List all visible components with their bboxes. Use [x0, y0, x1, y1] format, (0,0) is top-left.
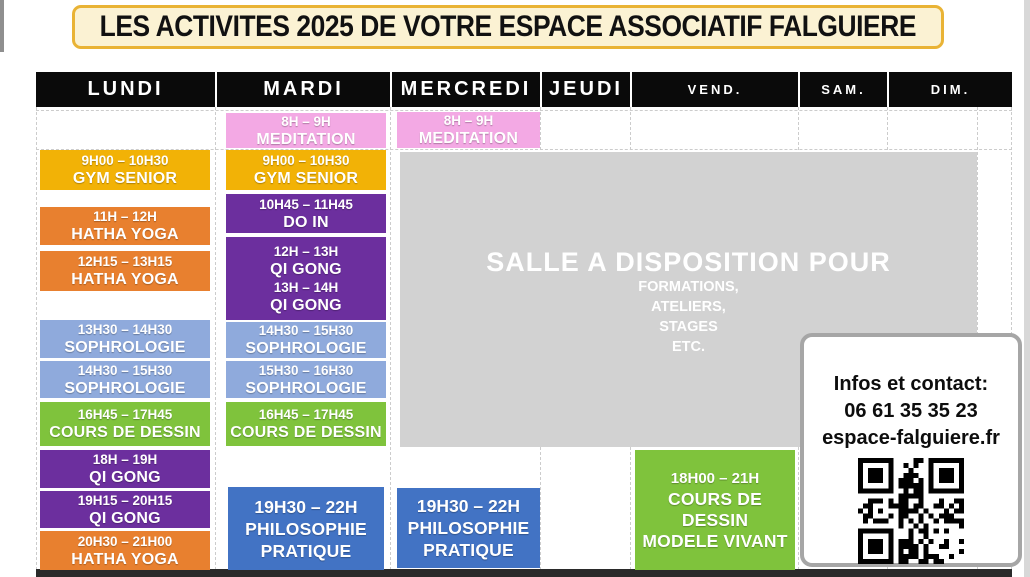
- day-header-mardi: MARDI: [217, 72, 390, 107]
- day-header-samedi: SAM.: [800, 72, 887, 107]
- contact-website: espace-falguiere.fr: [822, 427, 1000, 449]
- day-header-mercredi: MERCREDI: [392, 72, 540, 107]
- day-header-vendredi: VEND.: [632, 72, 798, 107]
- page-title: LES ACTIVITES 2025 DE VOTRE ESPACE ASSOC…: [72, 5, 944, 49]
- block-lundi-cours-de-dessin: 16H45 – 17H45 COURS DE DESSIN: [40, 402, 210, 446]
- room-notice-line: STAGES: [659, 319, 718, 335]
- contact-heading: Infos et contact:: [833, 373, 989, 395]
- grid-line: [36, 107, 37, 570]
- contact-info-box: Infos et contact: 06 61 35 35 23 espace-…: [800, 333, 1022, 567]
- day-header-jeudi: JEUDI: [542, 72, 630, 107]
- block-lundi-qi-gong-1: 18H – 19H QI GONG: [40, 450, 210, 488]
- block-lundi-qi-gong-2: 19H15 – 20H15 QI GONG: [40, 491, 210, 528]
- grid-line: [36, 149, 1012, 150]
- block-vendredi-modele-vivant: 18H00 – 21H COURS DE DESSIN MODELE VIVANT: [635, 450, 795, 570]
- grid-line: [215, 107, 216, 570]
- contact-phone: 06 61 35 35 23: [844, 400, 978, 422]
- grid-line: [390, 107, 391, 570]
- block-mardi-meditation: 8H – 9H MEDITATION: [226, 113, 386, 148]
- page-edge-right: [1024, 0, 1030, 577]
- room-notice-line: FORMATIONS,: [638, 279, 739, 295]
- block-mardi-cours-de-dessin: 16H45 – 17H45 COURS DE DESSIN: [226, 402, 386, 446]
- block-mercredi-philosophie: 19H30 – 22H PHILOSOPHIE PRATIQUE: [397, 488, 540, 568]
- block-mardi-gym-senior: 9H00 – 10H30 GYM SENIOR: [226, 150, 386, 190]
- day-header-dimanche: DIM.: [889, 72, 1012, 107]
- block-lundi-hatha-yoga-3: 20H30 – 21H00 HATHA YOGA: [40, 531, 210, 570]
- block-lundi-sophrologie-2: 14H30 – 15H30 SOPHROLOGIE: [40, 361, 210, 398]
- block-mardi-sophrologie-2: 15H30 – 16H30 SOPHROLOGIE: [226, 361, 386, 398]
- block-mardi-qi-gong-double: 12H – 13H QI GONG 13H – 14H QI GONG: [226, 237, 386, 320]
- block-lundi-hatha-yoga-1: 11H – 12H HATHA YOGA: [40, 207, 210, 245]
- qr-code-icon: [858, 458, 964, 564]
- room-notice-line: ATELIERS,: [651, 299, 726, 315]
- page-title-text: LES ACTIVITES 2025 DE VOTRE ESPACE ASSOC…: [99, 10, 917, 43]
- day-header-row: LUNDI MARDI MERCREDI JEUDI VEND. SAM. DI…: [36, 72, 1012, 107]
- block-lundi-sophrologie-1: 13H30 – 14H30 SOPHROLOGIE: [40, 320, 210, 358]
- grid-line: [36, 110, 1012, 111]
- block-lundi-hatha-yoga-2: 12H15 – 13H15 HATHA YOGA: [40, 251, 210, 291]
- room-notice-title: SALLE A DISPOSITION POUR: [486, 247, 891, 277]
- block-mardi-do-in: 10H45 – 11H45 DO IN: [226, 194, 386, 233]
- block-lundi-gym-senior: 9H00 – 10H30 GYM SENIOR: [40, 150, 210, 190]
- room-notice-line: ETC.: [671, 339, 706, 355]
- block-mardi-sophrologie-1: 14H30 – 15H30 SOPHROLOGIE: [226, 322, 386, 358]
- page-edge-left: [0, 0, 4, 52]
- page-bottom-edge: [36, 569, 1012, 577]
- day-header-lundi: LUNDI: [36, 72, 215, 107]
- block-mercredi-meditation: 8H – 9H MEDITATION: [397, 112, 540, 148]
- block-mardi-philosophie: 19H30 – 22H PHILOSOPHIE PRATIQUE: [228, 487, 384, 570]
